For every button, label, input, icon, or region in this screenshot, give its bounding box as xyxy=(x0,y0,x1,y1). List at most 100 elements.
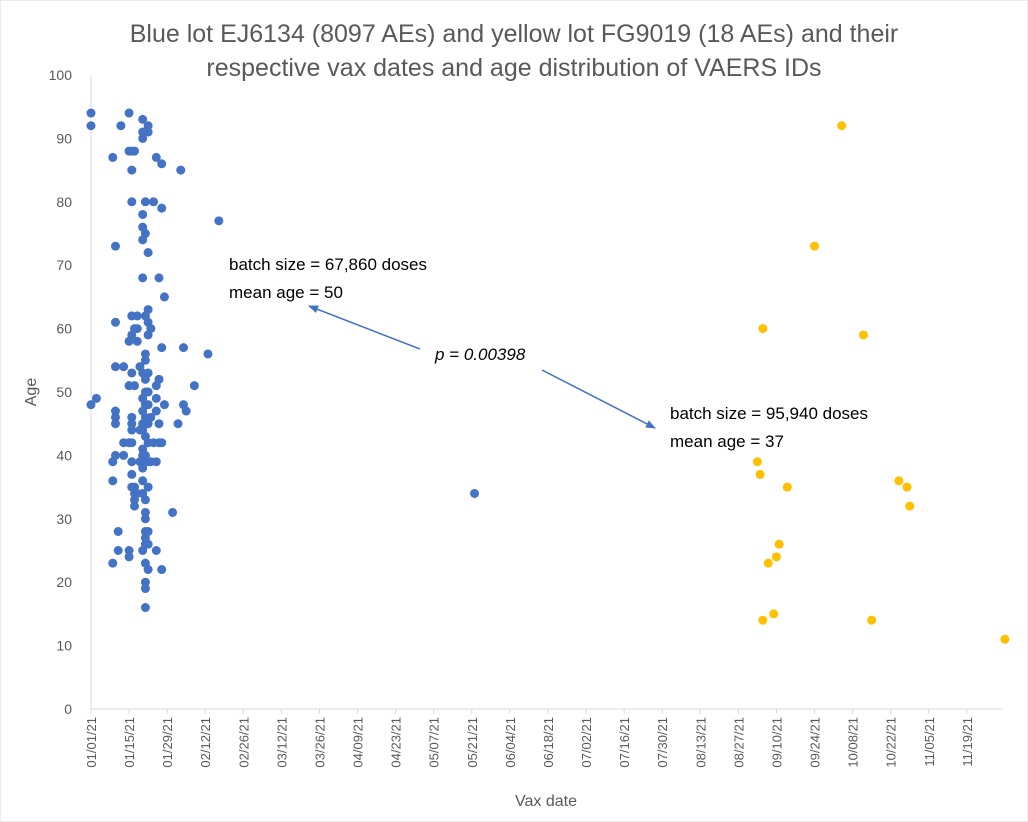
y-tick-label: 10 xyxy=(56,638,72,654)
yellow-lot-point xyxy=(837,121,847,131)
x-tick-label: 08/13/21 xyxy=(693,717,708,768)
blue-lot-point xyxy=(127,425,137,435)
blue-lot-point xyxy=(178,343,188,353)
blue-lot-point xyxy=(113,526,123,536)
y-tick-label: 0 xyxy=(64,701,72,717)
blue-lot-point xyxy=(143,400,153,410)
blue-lot-point xyxy=(140,514,150,524)
yellow-lot-point xyxy=(867,615,877,625)
x-tick-label: 01/29/21 xyxy=(160,717,175,768)
blue-lot-point xyxy=(140,507,150,517)
blue-lot-point xyxy=(214,216,224,226)
y-tick-label: 50 xyxy=(56,384,72,400)
blue-lot-point xyxy=(157,343,167,353)
y-tick-label: 20 xyxy=(56,574,72,590)
blue-lot-point xyxy=(154,419,164,429)
blue-lot-point xyxy=(108,558,118,568)
x-tick-label: 06/18/21 xyxy=(541,717,556,768)
blue-lot-point xyxy=(110,241,120,251)
blue-lot-point xyxy=(124,546,134,555)
blue-lot-point xyxy=(159,292,169,302)
blue-lot-point xyxy=(130,146,140,156)
blue-lot-point xyxy=(143,526,153,536)
blue-lot-point xyxy=(146,412,156,422)
arrow-to-yellow-annotation xyxy=(541,369,656,429)
x-tick-label: 10/08/21 xyxy=(846,717,861,768)
blue-lot-point xyxy=(157,159,167,169)
blue-lot-point xyxy=(108,152,118,162)
blue-lot-point xyxy=(127,165,137,175)
blue-lot-point xyxy=(143,482,153,492)
yellow-lot-point xyxy=(858,330,868,340)
blue-lot-point xyxy=(127,197,137,207)
x-tick-label: 05/21/21 xyxy=(465,717,480,768)
x-tick-label: 11/19/21 xyxy=(960,717,975,767)
blue-lot-point xyxy=(110,317,120,327)
yellow-lot-point xyxy=(763,558,773,568)
blue-lot-point xyxy=(91,393,101,403)
yellow-lot-point xyxy=(894,476,904,486)
x-tick-label: 08/27/21 xyxy=(731,717,746,768)
yellow-lot-point xyxy=(758,615,768,625)
x-tick-label: 09/10/21 xyxy=(769,717,784,768)
x-tick-label: 02/26/21 xyxy=(236,717,251,768)
blue-lot-point xyxy=(130,501,140,511)
blue-lot-point xyxy=(143,539,153,549)
blue-lot-point xyxy=(124,108,134,118)
blue-lot-point xyxy=(146,324,156,334)
blue-lot-point xyxy=(140,229,150,238)
blue-lot-point xyxy=(168,507,178,517)
blue-lot-point xyxy=(127,419,137,429)
y-tick-label: 100 xyxy=(49,67,73,83)
x-tick-label: 04/23/21 xyxy=(389,717,404,768)
yellow-lot-point xyxy=(755,469,765,479)
y-tick-label: 60 xyxy=(56,321,72,337)
blue-lot-point xyxy=(143,305,153,315)
blue-lot-point xyxy=(124,552,134,562)
blue-lot-point xyxy=(143,387,153,397)
blue-lot-point xyxy=(159,400,169,410)
blue-lot-point xyxy=(110,419,120,429)
x-tick-label: 11/05/21 xyxy=(922,717,937,767)
blue-lot-point xyxy=(86,108,96,118)
blue-lot-point xyxy=(151,546,161,555)
blue-lot-point xyxy=(203,349,213,359)
blue-lot-point xyxy=(157,438,167,448)
x-axis-label: Vax date xyxy=(515,793,577,810)
blue-lot-point xyxy=(127,438,137,448)
blue-lot-point xyxy=(127,368,137,378)
x-axis-ticks: 01/01/21 01/15/21 01/29/21 02/12/21 02/26/21… xyxy=(84,709,975,768)
yellow-lot-point xyxy=(905,501,915,511)
y-tick-label: 90 xyxy=(56,130,72,146)
blue-lot-point xyxy=(138,114,148,124)
blue-lot-point xyxy=(154,273,164,283)
blue-lot-point xyxy=(140,577,150,587)
blue-batch-size-annotation: batch size = 67,860 doses xyxy=(229,255,427,274)
x-tick-label: 04/09/21 xyxy=(351,717,366,768)
x-tick-label: 07/02/21 xyxy=(579,717,594,768)
yellow-lot-point xyxy=(771,552,781,562)
x-tick-label: 10/22/21 xyxy=(884,717,899,768)
y-tick-label: 70 xyxy=(56,257,72,273)
blue-lot-point xyxy=(140,584,150,594)
blue-lot-point xyxy=(130,381,140,391)
blue-lot-point xyxy=(140,355,150,365)
blue-lot-point xyxy=(140,603,150,613)
p-value-annotation: p = 0.00398 xyxy=(434,345,526,364)
arrow-to-blue-annotation xyxy=(308,305,421,350)
blue-lot-point xyxy=(140,495,150,505)
yellow-lot-point xyxy=(774,539,784,549)
blue-lot-point xyxy=(143,121,153,131)
blue-lot-point xyxy=(149,197,159,207)
blue-lot-point xyxy=(86,400,96,410)
blue-lot-point xyxy=(127,469,137,479)
blue-lot-point xyxy=(138,463,148,473)
blue-lot-point xyxy=(119,450,129,460)
chart-title-line-2: respective vax dates and age distributio… xyxy=(206,54,821,82)
blue-lot-point xyxy=(138,133,148,143)
blue-lot-point xyxy=(151,152,161,162)
blue-lot-point xyxy=(140,197,150,207)
yellow-lot-point xyxy=(758,324,768,334)
